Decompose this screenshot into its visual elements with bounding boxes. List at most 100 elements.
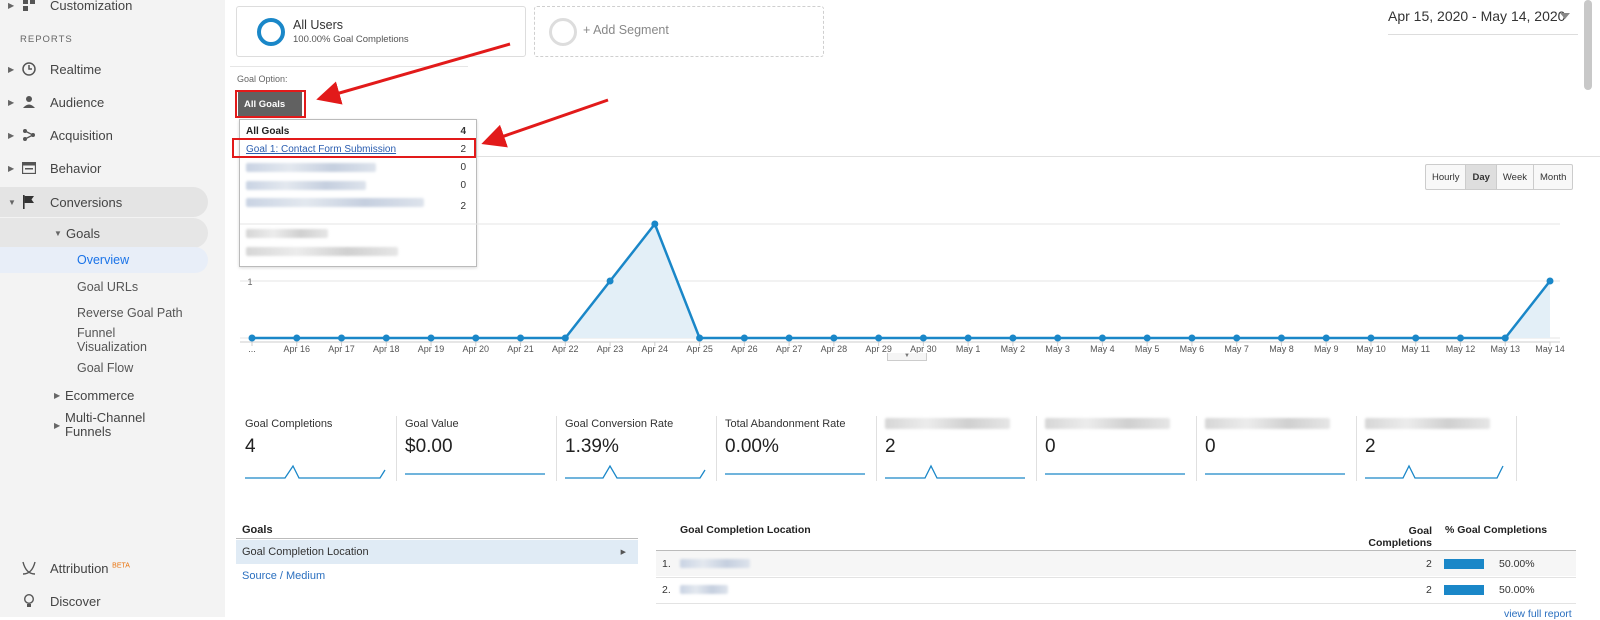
dropdown-item-all-goals[interactable]: All Goals 4 <box>246 123 472 139</box>
flag-icon <box>22 195 36 209</box>
sidebar-item-overview[interactable]: Overview <box>77 253 130 267</box>
metric-card[interactable]: Total Abandonment Rate 0.00% <box>725 410 875 485</box>
sparkline-path <box>885 464 1025 479</box>
metric-sparkline <box>1045 473 1185 475</box>
goal-option-dropdown-button[interactable]: All Goals <box>238 92 302 116</box>
metric-card[interactable]: 0 <box>1045 410 1195 485</box>
dropdown-item-goal-4[interactable]: 2 <box>246 195 472 223</box>
metric-card[interactable]: Goal Completions 4 <box>245 410 395 485</box>
goals-section-title: Goals <box>242 524 273 536</box>
metric-card[interactable]: 2 <box>885 410 1035 485</box>
redacted-text <box>1365 418 1490 429</box>
completions-value: 2 <box>1426 558 1432 570</box>
scrollbar[interactable] <box>1584 0 1592 90</box>
x-tick-label: Apr 28 <box>821 344 848 354</box>
metric-divider <box>1516 416 1517 481</box>
y-tick-label: 1 <box>247 277 252 287</box>
data-point <box>1054 334 1062 342</box>
add-segment-button[interactable]: + Add Segment <box>534 6 824 57</box>
x-tick-label: Apr 22 <box>552 344 579 354</box>
dropdown-item-goal-2[interactable]: 0 <box>246 159 472 175</box>
dropdown-item-count: 0 <box>460 179 466 191</box>
metric-card[interactable]: Goal Value $0.00 <box>405 410 555 485</box>
x-tick-label: Apr 24 <box>642 344 669 354</box>
metric-sparkline <box>405 473 545 475</box>
dropdown-item-disabled <box>246 243 472 259</box>
metric-label: Goal Value <box>405 418 459 430</box>
date-range-selector[interactable]: Apr 15, 2020 - May 14, 2020 <box>1388 8 1566 24</box>
series-line <box>252 221 1551 340</box>
data-point <box>696 334 704 342</box>
hourly-button[interactable]: Hourly <box>1426 165 1467 189</box>
percentage-value: 50.00% <box>1499 584 1535 596</box>
data-point <box>248 334 256 342</box>
redacted-text <box>680 585 728 594</box>
x-tick-label: Apr 23 <box>597 344 624 354</box>
sidebar-item-reverse-goal-path[interactable]: Reverse Goal Path <box>77 306 183 320</box>
caret-down-icon: ▼ <box>8 197 16 207</box>
data-point <box>1188 334 1196 342</box>
data-point <box>1546 277 1554 285</box>
x-tick-label: Apr 16 <box>283 344 310 354</box>
x-tick-label: Apr 29 <box>865 344 892 354</box>
sidebar-item-goal-flow[interactable]: Goal Flow <box>77 361 134 375</box>
data-point <box>1501 334 1509 342</box>
metric-sparkline <box>1365 464 1504 479</box>
chevron-down-icon[interactable] <box>1560 13 1570 19</box>
add-segment-label: + Add Segment <box>583 23 669 37</box>
sidebar-item-label: Discover <box>50 593 101 609</box>
segment-all-users[interactable]: All Users 100.00% Goal Completions <box>236 6 526 57</box>
sidebar: ▶ Customization REPORTS ▶ Realtime ▶ Aud… <box>0 0 225 617</box>
x-tick-label: Apr 18 <box>373 344 400 354</box>
chart-collapse-handle[interactable]: ▼ <box>887 353 927 361</box>
sidebar-item-funnel-visualization[interactable]: Funnel Visualization <box>77 326 147 354</box>
metric-divider <box>1036 416 1037 481</box>
column-header-percentage[interactable]: % Goal Completions <box>1445 524 1548 536</box>
data-point <box>293 334 301 342</box>
week-button[interactable]: Week <box>1497 165 1535 189</box>
x-tick-label: Apr 30 <box>910 344 937 354</box>
x-tick-label: May 5 <box>1135 344 1160 354</box>
data-point <box>919 334 927 342</box>
source-medium-link[interactable]: Source / Medium <box>242 570 326 582</box>
sidebar-item-label: Conversions <box>50 194 123 210</box>
redacted-text <box>246 180 366 190</box>
acquisition-icon <box>22 128 36 142</box>
x-tick-label: ... <box>248 344 256 354</box>
month-button[interactable]: Month <box>1540 171 1567 183</box>
sidebar-item-label: Audience <box>50 94 105 110</box>
x-tick-label: May 14 <box>1535 344 1565 354</box>
view-full-report-link[interactable]: view full report <box>1504 608 1572 620</box>
day-button[interactable]: Day <box>1466 165 1497 189</box>
date-range-underline <box>1388 34 1578 35</box>
table-row[interactable]: 1. 2 50.00% <box>656 551 1576 576</box>
metric-divider <box>556 416 557 481</box>
table-row[interactable]: 2. 2 50.00% <box>656 577 1576 602</box>
table-header-divider <box>656 550 1576 551</box>
metric-label: Goal Completions <box>245 418 333 430</box>
data-point <box>785 334 793 342</box>
sidebar-item-label: Multi-Channel Funnels <box>65 410 146 439</box>
segment-subtitle: 100.00% Goal Completions <box>293 34 409 45</box>
metric-value: 0 <box>1205 436 1216 457</box>
tab-label: Goal Completion Location <box>242 546 369 558</box>
column-header-completions[interactable]: Goal Completions <box>1368 525 1432 549</box>
goals-highlight <box>0 218 208 248</box>
dropdown-item-goal-1[interactable]: Goal 1: Contact Form Submission 2 <box>246 141 472 157</box>
data-point <box>651 220 659 228</box>
sidebar-item-label: Acquisition <box>50 127 113 143</box>
metric-card[interactable]: Goal Conversion Rate 1.39% <box>565 410 715 485</box>
column-header-location[interactable]: Goal Completion Location <box>680 524 811 536</box>
metric-card[interactable]: 2 <box>1365 410 1515 485</box>
x-tick-label: Apr 19 <box>418 344 445 354</box>
caret-right-icon: ▶ <box>8 130 15 140</box>
empty-segment-circle-icon <box>549 18 577 46</box>
dropdown-item-goal-3[interactable]: 0 <box>246 177 472 193</box>
chevron-right-icon: ▶ <box>620 549 626 556</box>
beta-badge: BETA <box>112 562 130 570</box>
segment-title: All Users <box>293 18 344 32</box>
metric-card[interactable]: 0 <box>1205 410 1355 485</box>
attribution-icon <box>22 561 36 575</box>
goal-completion-location-tab[interactable]: Goal Completion Location ▶ <box>236 540 638 564</box>
sidebar-item-goal-urls[interactable]: Goal URLs <box>77 280 139 294</box>
